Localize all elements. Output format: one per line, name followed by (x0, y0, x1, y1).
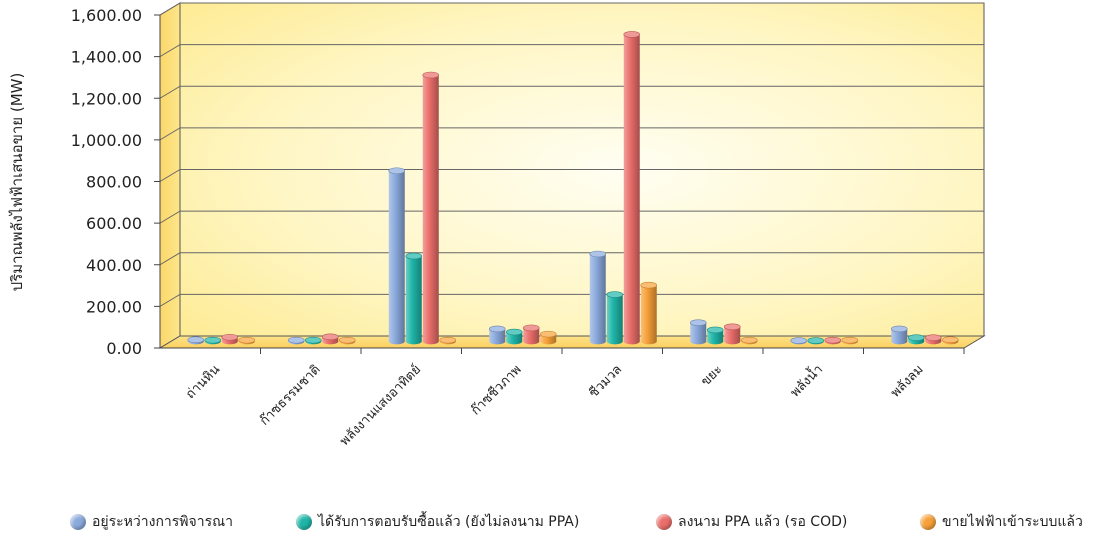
bar (941, 336, 959, 345)
bar (488, 325, 506, 345)
x-tick-label: ถ่านหิน (183, 362, 223, 402)
bar (522, 324, 540, 345)
legend-swatch-1 (70, 514, 86, 530)
bar (539, 330, 557, 345)
bar (589, 250, 607, 345)
bar (505, 328, 523, 345)
gridline-side (159, 85, 181, 99)
legend-item-3: ลงนาม PPA แล้ว (รอ COD) (656, 510, 847, 534)
y-axis-label: ปริมาณพลังไฟฟ้าเสนอขาย (MW) (8, 73, 26, 292)
x-tick-label: ขยะ (698, 362, 725, 389)
bar (321, 333, 339, 345)
gridline-side (159, 2, 181, 16)
x-tick-label: ก๊าซชีวภาพ (468, 362, 525, 419)
y-tick-label: 200.00 (86, 297, 142, 316)
bar (221, 333, 239, 345)
bar (287, 336, 305, 345)
floor (158, 335, 986, 349)
bar (238, 336, 256, 345)
legend-item-4: ขายไฟฟ้าเข้าระบบแล้ว (920, 510, 1083, 534)
gridline-side (159, 293, 181, 307)
bar (790, 337, 808, 345)
bar (405, 252, 423, 345)
legend-label-1: อยู่ระหว่างการพิจารณา (92, 514, 233, 530)
legend-swatch-3 (656, 514, 672, 530)
bar (204, 336, 222, 345)
gridline-side (159, 127, 181, 141)
bar (907, 334, 925, 345)
y-tick-label: 1,400.00 (71, 48, 142, 67)
legend: อยู่ระหว่างการพิจารณา ได้รับการตอบรับซื้… (64, 510, 1099, 534)
bar (640, 281, 658, 345)
y-tick-label: 1,000.00 (71, 131, 142, 150)
bar (706, 326, 724, 345)
y-tick-label: 800.00 (86, 173, 142, 192)
legend-swatch-4 (920, 514, 936, 530)
bar (304, 336, 322, 345)
y-tick-label: 1,600.00 (71, 6, 142, 25)
bar (338, 336, 356, 345)
y-tick-label: 600.00 (86, 214, 142, 233)
legend-label-3: ลงนาม PPA แล้ว (รอ COD) (678, 514, 848, 530)
gridline-side (159, 210, 181, 224)
x-tick-label: พลังน้ำ (786, 360, 826, 400)
grid-lines (159, 2, 984, 307)
bar (924, 334, 942, 345)
y-tick-label: 1,200.00 (71, 89, 142, 108)
bar (623, 31, 641, 345)
bars (187, 31, 959, 345)
bar (422, 71, 440, 345)
bar (890, 325, 908, 345)
gridline-side (159, 169, 181, 182)
gridline-side (159, 44, 181, 58)
x-tick-label: พลังงานแสงอาทิตย์ (337, 362, 425, 450)
x-tick-label: ชีวมวล (586, 362, 626, 402)
plot-background (158, 2, 986, 349)
legend-label-2: ได้รับการตอบรับซื้อแล้ว (ยังไม่ลงนาม PPA… (318, 514, 580, 530)
bar (689, 319, 707, 345)
bar (187, 336, 205, 345)
legend-item-1: อยู่ระหว่างการพิจารณา (70, 510, 233, 534)
bar (824, 336, 842, 345)
bar (723, 323, 741, 345)
legend-item-2: ได้รับการตอบรับซื้อแล้ว (ยังไม่ลงนาม PPA… (296, 510, 579, 534)
bar (807, 337, 825, 345)
x-tick-label: ก๊าซธรรมชาติ (257, 362, 323, 428)
bar (606, 291, 624, 345)
y-tick-label: 0.00 (106, 339, 142, 358)
bar (740, 336, 758, 345)
bar (841, 336, 859, 345)
bar (439, 336, 457, 345)
legend-swatch-2 (296, 514, 312, 530)
y-tick-label: 400.00 (86, 256, 142, 275)
gridline-side (159, 252, 181, 266)
legend-label-4: ขายไฟฟ้าเข้าระบบแล้ว (942, 514, 1083, 530)
x-tick-label: พลังลม (888, 362, 926, 400)
bar (388, 167, 406, 345)
x-axis-ticks: ถ่านหิน ก๊าซธรรมชาติ พลังงานแสงอาทิตย์ ก๊าซ… (183, 348, 965, 450)
